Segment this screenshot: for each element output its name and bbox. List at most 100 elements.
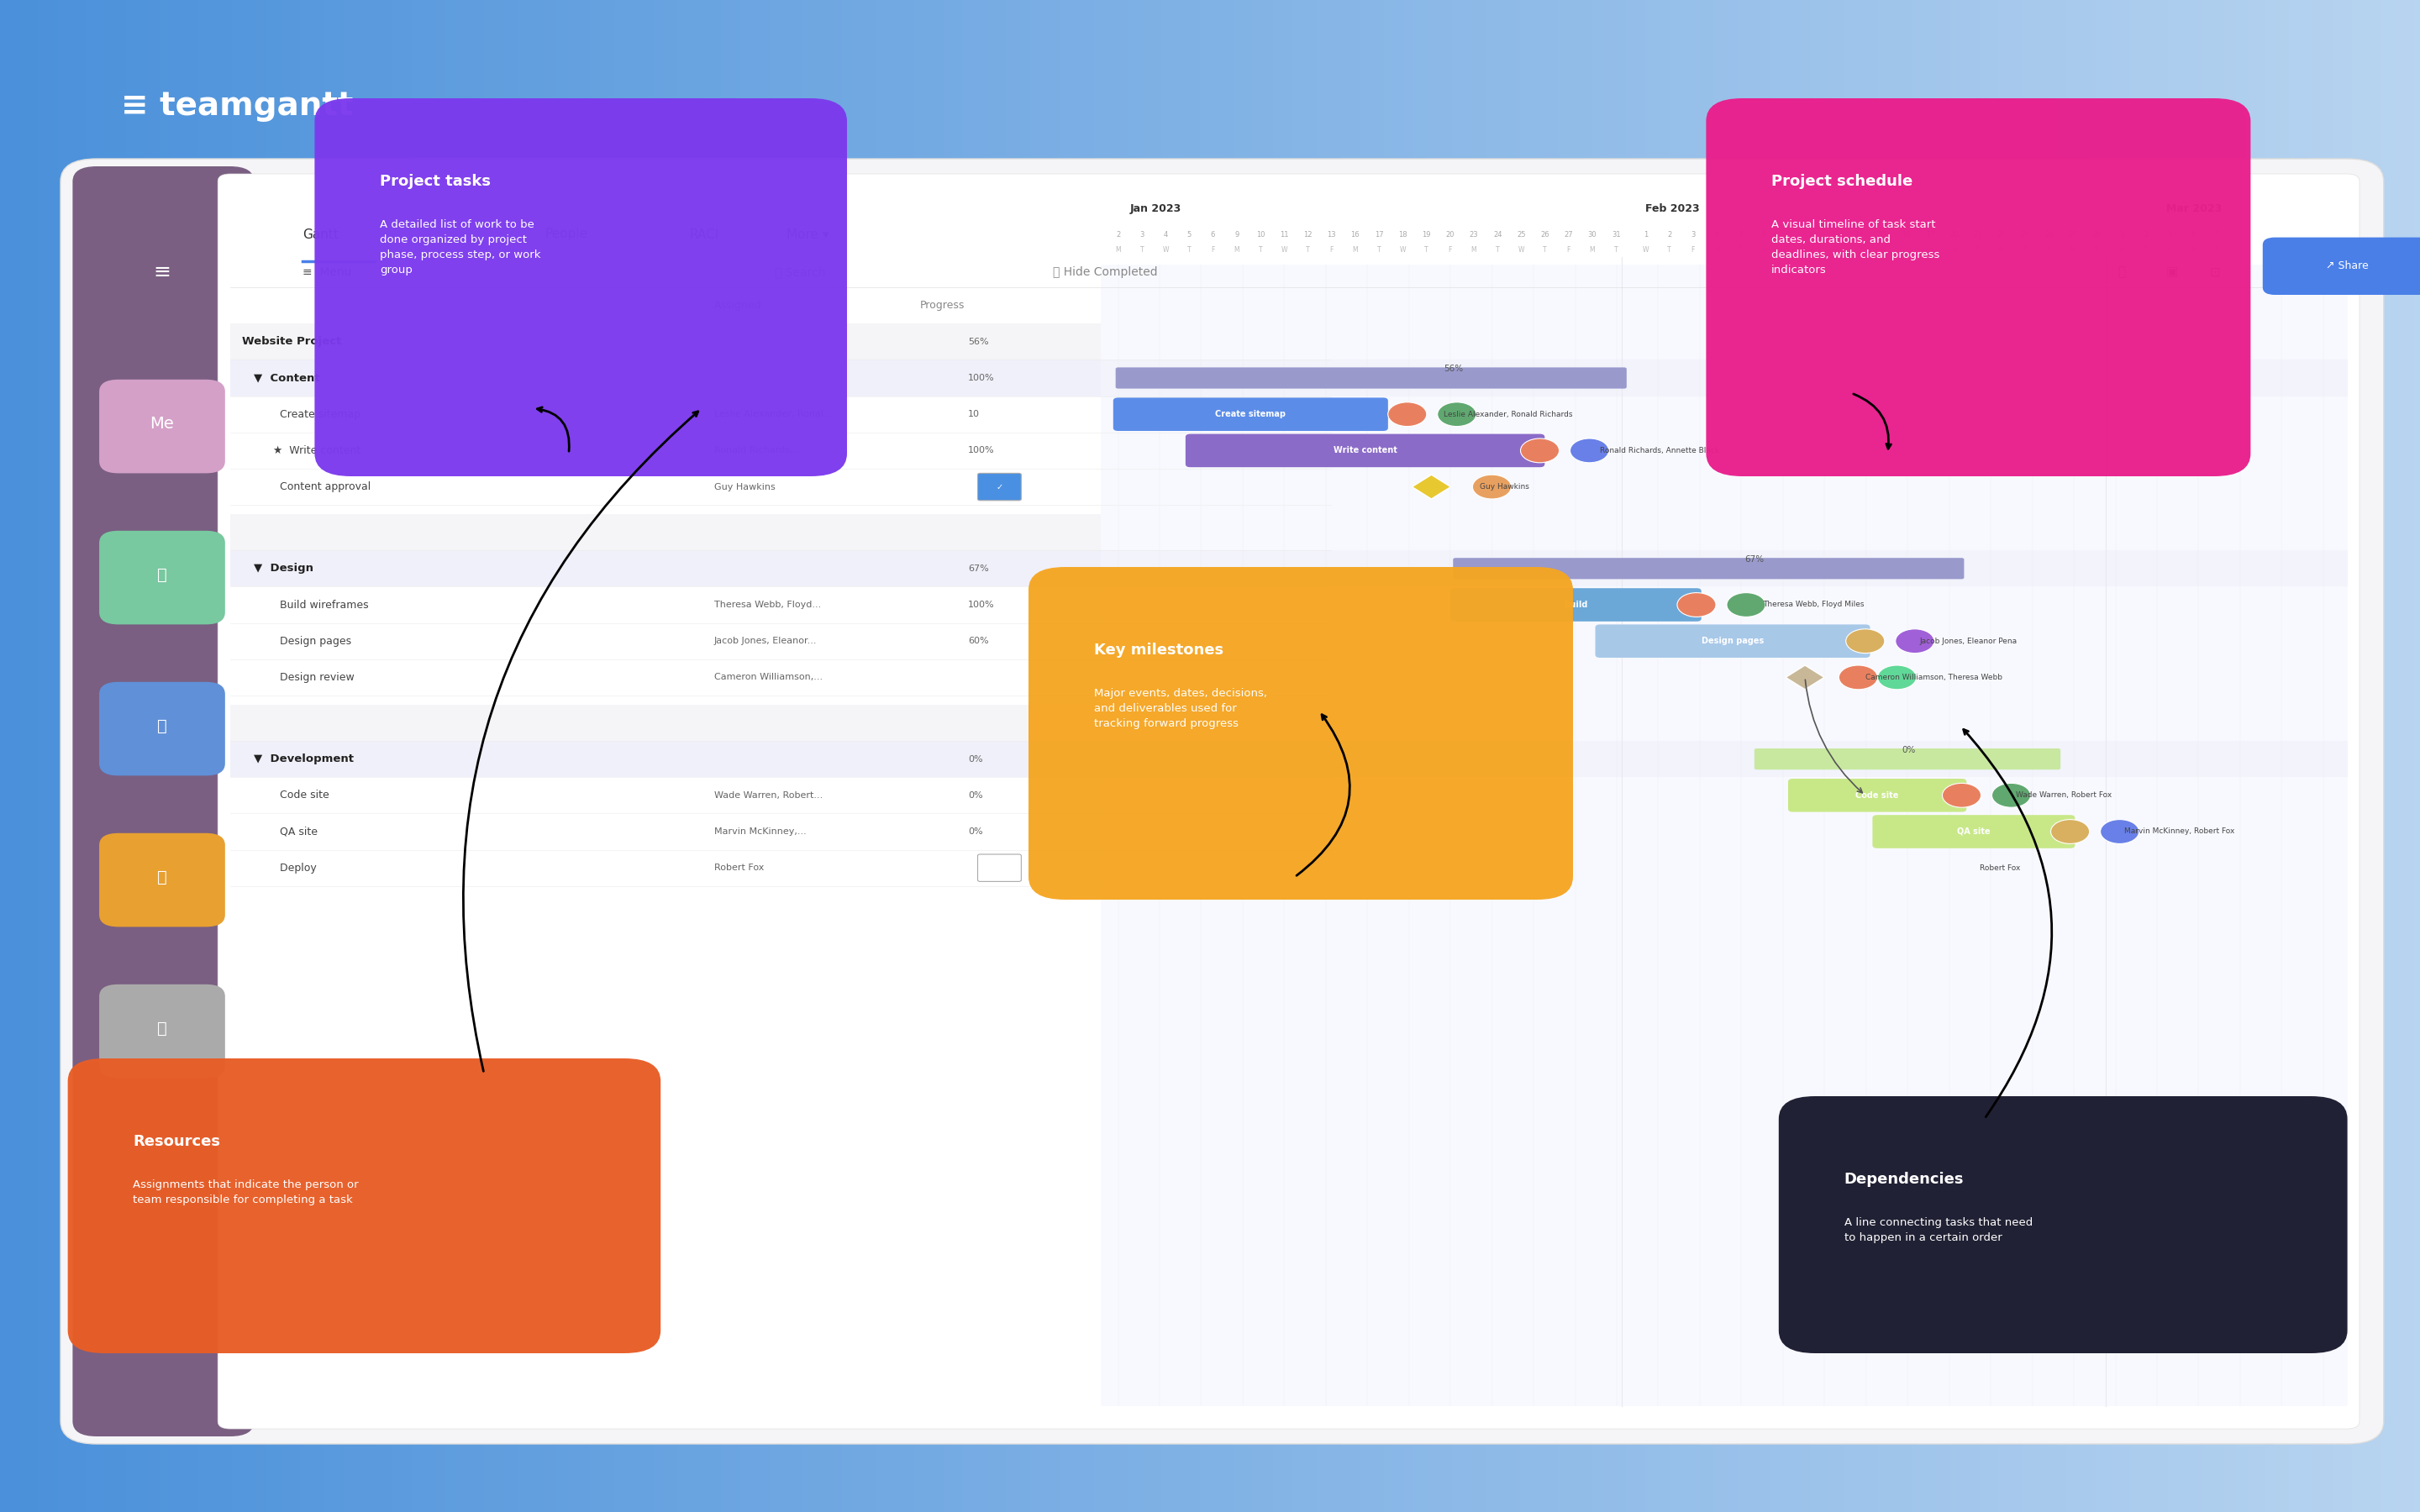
FancyBboxPatch shape bbox=[230, 587, 1331, 623]
Bar bbox=[2013, 0, 2018, 1512]
Bar bbox=[2386, 0, 2391, 1512]
Bar bbox=[774, 0, 779, 1512]
Bar bbox=[421, 0, 426, 1512]
Bar bbox=[1873, 0, 1878, 1512]
Bar bbox=[624, 0, 629, 1512]
Text: Marvin McKinney,...: Marvin McKinney,... bbox=[714, 827, 806, 836]
Bar bbox=[1573, 0, 1578, 1512]
Bar bbox=[528, 0, 532, 1512]
Bar bbox=[2391, 0, 2396, 1512]
Text: F: F bbox=[1692, 245, 1694, 253]
Bar bbox=[1762, 0, 1767, 1512]
Bar bbox=[426, 0, 431, 1512]
Bar bbox=[1951, 0, 1955, 1512]
FancyBboxPatch shape bbox=[978, 473, 1021, 500]
Bar bbox=[68, 0, 73, 1512]
Bar bbox=[537, 0, 542, 1512]
Text: F: F bbox=[1566, 245, 1571, 253]
Bar bbox=[1636, 0, 1641, 1512]
Text: F: F bbox=[1929, 245, 1931, 253]
Bar bbox=[542, 0, 547, 1512]
Bar bbox=[1617, 0, 1621, 1512]
Bar bbox=[2299, 0, 2304, 1512]
Bar bbox=[862, 0, 866, 1512]
Circle shape bbox=[1895, 629, 1934, 653]
Bar bbox=[978, 0, 983, 1512]
Bar bbox=[1534, 0, 1539, 1512]
Bar bbox=[1568, 0, 1573, 1512]
Text: T: T bbox=[2144, 245, 2149, 253]
Bar bbox=[1346, 0, 1350, 1512]
Circle shape bbox=[1389, 402, 1428, 426]
Text: W: W bbox=[1999, 245, 2004, 253]
Bar bbox=[2323, 0, 2328, 1512]
Bar bbox=[1820, 0, 1825, 1512]
Text: Me: Me bbox=[150, 416, 174, 431]
Text: 5: 5 bbox=[1186, 230, 1191, 237]
Bar bbox=[392, 0, 397, 1512]
Bar bbox=[1757, 0, 1762, 1512]
Text: Code site: Code site bbox=[266, 789, 329, 801]
Bar bbox=[1621, 0, 1626, 1512]
Bar bbox=[595, 0, 600, 1512]
Bar bbox=[605, 0, 610, 1512]
Text: Build wireframes: Build wireframes bbox=[266, 599, 368, 611]
Bar bbox=[247, 0, 252, 1512]
Bar bbox=[2236, 0, 2241, 1512]
Text: W: W bbox=[1643, 245, 1648, 253]
Bar bbox=[2367, 0, 2372, 1512]
Bar bbox=[1104, 0, 1108, 1512]
Bar bbox=[992, 0, 997, 1512]
Bar bbox=[1999, 0, 2004, 1512]
Bar bbox=[416, 0, 421, 1512]
Bar bbox=[508, 0, 513, 1512]
Bar bbox=[920, 0, 924, 1512]
Bar bbox=[1050, 0, 1055, 1512]
Text: Robert Fox: Robert Fox bbox=[714, 863, 765, 872]
Bar bbox=[842, 0, 847, 1512]
Bar bbox=[1767, 0, 1771, 1512]
Bar bbox=[784, 0, 789, 1512]
Bar bbox=[610, 0, 615, 1512]
Bar bbox=[673, 0, 678, 1512]
Bar bbox=[150, 0, 155, 1512]
Text: 100%: 100% bbox=[968, 373, 995, 383]
FancyBboxPatch shape bbox=[99, 531, 225, 624]
Bar bbox=[808, 0, 813, 1512]
Bar bbox=[1157, 0, 1162, 1512]
Text: ≡ teamgantt: ≡ teamgantt bbox=[121, 89, 353, 122]
Bar bbox=[1984, 0, 1989, 1512]
Bar bbox=[2188, 0, 2193, 1512]
Bar bbox=[939, 0, 944, 1512]
Text: Wade Warren, Robert Fox: Wade Warren, Robert Fox bbox=[2016, 792, 2113, 798]
Bar bbox=[2207, 0, 2212, 1512]
Bar bbox=[44, 0, 48, 1512]
Bar bbox=[547, 0, 552, 1512]
Bar bbox=[1205, 0, 1210, 1512]
Bar bbox=[10, 0, 15, 1512]
Bar bbox=[1529, 0, 1534, 1512]
Bar bbox=[34, 0, 39, 1512]
Bar bbox=[1505, 0, 1510, 1512]
Bar bbox=[460, 0, 465, 1512]
Bar bbox=[2033, 0, 2038, 1512]
Circle shape bbox=[1437, 402, 1476, 426]
FancyBboxPatch shape bbox=[1788, 779, 1967, 812]
Text: T: T bbox=[2093, 245, 2098, 253]
Bar bbox=[2212, 0, 2217, 1512]
Bar bbox=[653, 0, 658, 1512]
Text: Cameron Williamson,...: Cameron Williamson,... bbox=[714, 673, 823, 682]
FancyBboxPatch shape bbox=[230, 360, 1331, 396]
Bar bbox=[692, 0, 697, 1512]
Bar bbox=[281, 0, 286, 1512]
Bar bbox=[895, 0, 900, 1512]
Bar bbox=[1108, 0, 1113, 1512]
Bar bbox=[1002, 0, 1007, 1512]
Bar bbox=[581, 0, 586, 1512]
Bar bbox=[2362, 0, 2367, 1512]
Bar bbox=[1070, 0, 1074, 1512]
Bar bbox=[1278, 0, 1283, 1512]
Bar bbox=[1065, 0, 1070, 1512]
Text: ★  Write content: ★ Write content bbox=[266, 445, 361, 457]
FancyBboxPatch shape bbox=[1873, 815, 2074, 848]
